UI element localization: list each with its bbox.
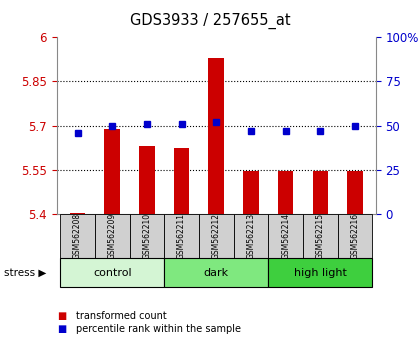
Bar	[338, 214, 373, 258]
Text: GSM562215: GSM562215	[316, 213, 325, 259]
Bar	[347, 171, 363, 214]
Text: GSM562214: GSM562214	[281, 213, 290, 259]
Text: GSM562208: GSM562208	[73, 213, 82, 259]
Text: control: control	[93, 268, 131, 278]
Bar	[234, 214, 268, 258]
Text: stress ▶: stress ▶	[4, 268, 47, 278]
Bar	[268, 214, 303, 258]
Bar	[95, 214, 129, 258]
Bar	[199, 214, 234, 258]
Bar	[174, 148, 189, 214]
Text: GSM562213: GSM562213	[247, 213, 255, 259]
Text: GDS3933 / 257655_at: GDS3933 / 257655_at	[130, 12, 290, 29]
Bar	[164, 258, 268, 287]
Text: transformed count: transformed count	[76, 311, 166, 321]
Text: dark: dark	[204, 268, 229, 278]
Bar	[312, 171, 328, 214]
Bar	[60, 258, 164, 287]
Text: ■: ■	[57, 311, 66, 321]
Bar	[129, 214, 164, 258]
Bar	[278, 171, 294, 214]
Bar	[164, 214, 199, 258]
Bar	[60, 214, 95, 258]
Bar	[268, 258, 373, 287]
Bar	[243, 171, 259, 214]
Bar	[105, 129, 120, 214]
Bar	[208, 58, 224, 214]
Text: GSM562210: GSM562210	[142, 213, 151, 259]
Text: percentile rank within the sample: percentile rank within the sample	[76, 324, 241, 334]
Text: GSM562211: GSM562211	[177, 213, 186, 259]
Text: ■: ■	[57, 324, 66, 334]
Bar	[139, 146, 155, 214]
Text: GSM562216: GSM562216	[351, 213, 360, 259]
Text: GSM562212: GSM562212	[212, 213, 221, 259]
Text: GSM562209: GSM562209	[108, 213, 117, 259]
Bar	[303, 214, 338, 258]
Text: high light: high light	[294, 268, 347, 278]
Bar	[70, 213, 85, 214]
